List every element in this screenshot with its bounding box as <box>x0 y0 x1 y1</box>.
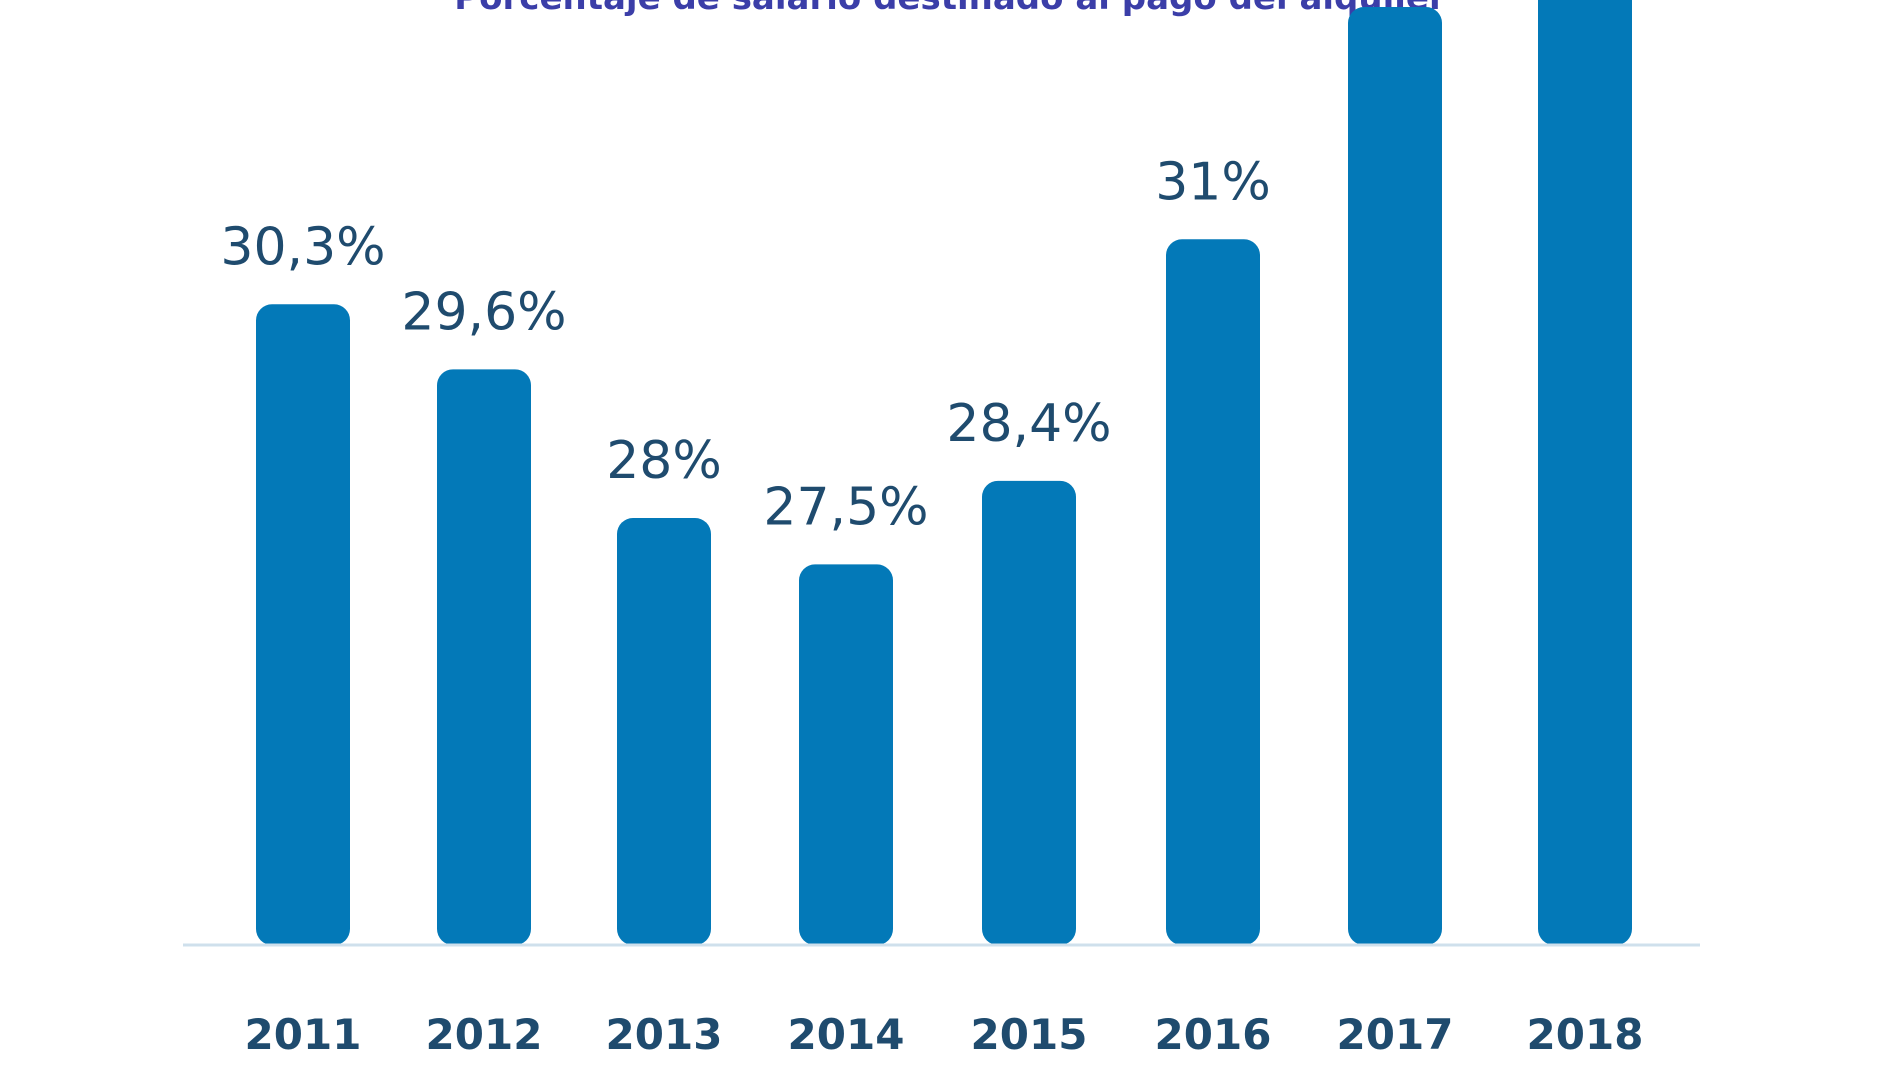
value-labels-group: 30,3%29,6%28%27,5%28,4%31%33,5%33,9% <box>220 152 1271 537</box>
bar-2013 <box>617 517 711 945</box>
category-label-2011: 2011 <box>245 1010 362 1059</box>
bar-2012 <box>437 369 531 945</box>
category-label-2016: 2016 <box>1155 1010 1272 1059</box>
category-label-2012: 2012 <box>426 1010 543 1059</box>
value-label-2011: 30,3% <box>220 217 385 277</box>
bar-2016 <box>1166 239 1260 945</box>
bar-2011 <box>256 304 350 945</box>
value-label-2016: 31% <box>1155 152 1271 212</box>
bars-group <box>256 0 1632 945</box>
bar-2018 <box>1538 0 1632 945</box>
bar-2017 <box>1348 7 1442 945</box>
category-label-2015: 2015 <box>971 1010 1088 1059</box>
category-labels-group: 2011 2012 2013 2014 2015 2016 2017 2018 <box>245 1010 1644 1059</box>
category-label-2013: 2013 <box>606 1010 723 1059</box>
value-label-2014: 27,5% <box>763 477 928 537</box>
bar-2015 <box>982 480 1076 945</box>
value-label-2013: 28% <box>606 431 722 491</box>
category-label-2018: 2018 <box>1527 1010 1644 1059</box>
value-label-2015: 28,4% <box>946 394 1111 454</box>
category-label-2017: 2017 <box>1337 1010 1454 1059</box>
value-label-2012: 29,6% <box>401 282 566 342</box>
chart-title: Porcentaje de salario destinado al pago … <box>0 0 1900 18</box>
bar-2014 <box>799 564 893 945</box>
category-label-2014: 2014 <box>788 1010 905 1059</box>
